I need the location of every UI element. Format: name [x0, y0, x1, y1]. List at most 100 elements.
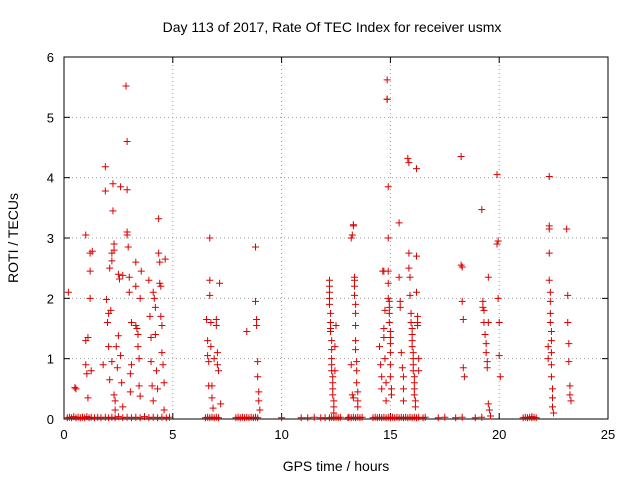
data-point [149, 413, 157, 421]
data-point [204, 337, 212, 345]
grid-lines [64, 57, 608, 419]
data-point [108, 413, 116, 421]
data-point [123, 186, 131, 194]
data-point [546, 309, 554, 317]
data-point [117, 352, 125, 360]
data-point [332, 321, 340, 329]
data-point [159, 361, 167, 369]
y-tick-label: 3 [47, 231, 54, 246]
data-point [254, 414, 262, 422]
data-point [112, 343, 120, 351]
data-point [86, 294, 94, 302]
data-point [545, 276, 553, 284]
data-point [484, 400, 492, 408]
data-point [206, 276, 214, 284]
data-point [297, 414, 305, 422]
data-point [407, 318, 415, 326]
data-point [330, 403, 338, 411]
data-point [127, 361, 135, 369]
data-point [347, 361, 355, 369]
data-point [547, 349, 555, 357]
data-point [105, 343, 113, 351]
data-point [384, 183, 392, 191]
data-point [217, 400, 225, 408]
data-point [254, 373, 262, 381]
data-point [484, 273, 492, 281]
data-point [133, 325, 141, 332]
data-point [141, 413, 149, 421]
data-point [160, 406, 168, 414]
data-point [136, 294, 144, 302]
data-point [410, 373, 418, 381]
data-point [325, 288, 333, 296]
data-point [384, 294, 392, 302]
y-tick-label: 2 [47, 291, 54, 306]
data-point [135, 355, 143, 363]
data-point [353, 367, 361, 375]
data-point [104, 318, 112, 326]
data-point [399, 397, 407, 405]
data-point [156, 258, 164, 266]
data-point [114, 270, 122, 278]
data-point [132, 258, 140, 266]
data-point [380, 334, 388, 342]
data-point [409, 349, 417, 357]
data-point [208, 382, 216, 390]
data-point [154, 385, 162, 393]
data-point [350, 276, 358, 284]
data-point [408, 337, 416, 345]
data-point [415, 367, 423, 375]
data-point [404, 154, 412, 162]
data-point [156, 279, 164, 287]
data-point [347, 234, 355, 242]
data-point [550, 409, 558, 417]
data-point [325, 276, 333, 284]
data-point [352, 321, 360, 329]
data-point [329, 391, 337, 399]
data-point [253, 321, 261, 329]
x-axis-label: GPS time / hours [283, 458, 390, 474]
data-point [410, 385, 418, 393]
data-point [122, 82, 130, 90]
data-point [493, 240, 501, 248]
data-point [352, 309, 360, 317]
data-point [354, 403, 362, 411]
data-point [90, 414, 98, 422]
y-axis-ticks: 0 1 2 3 4 5 6 [47, 50, 608, 427]
data-point [546, 288, 554, 296]
data-point [134, 331, 142, 339]
data-point [206, 234, 214, 242]
data-point [157, 282, 165, 290]
data-point [110, 391, 118, 399]
data-point [101, 163, 109, 171]
data-point [376, 343, 384, 351]
data-point [251, 297, 259, 305]
data-point [123, 228, 131, 236]
data-point [566, 382, 574, 390]
data-point [132, 282, 140, 290]
data-point [149, 288, 157, 296]
data-point [304, 414, 312, 422]
data-point [496, 373, 504, 381]
x-tick-label: 25 [601, 427, 615, 442]
data-point [154, 414, 162, 422]
data-point [119, 414, 127, 422]
data-point [117, 183, 125, 191]
data-point [123, 137, 131, 145]
data-point [410, 379, 418, 387]
data-point [486, 412, 494, 420]
data-point [381, 355, 389, 363]
data-point [415, 413, 423, 421]
data-point [406, 291, 414, 299]
data-point [325, 282, 333, 290]
data-point [384, 267, 392, 275]
data-point [547, 337, 555, 345]
data-point [380, 325, 388, 332]
data-point [387, 391, 395, 399]
data-point [385, 318, 393, 326]
data-point [495, 318, 503, 326]
data-point [354, 388, 362, 396]
data-point [387, 385, 395, 393]
data-point [484, 318, 492, 326]
